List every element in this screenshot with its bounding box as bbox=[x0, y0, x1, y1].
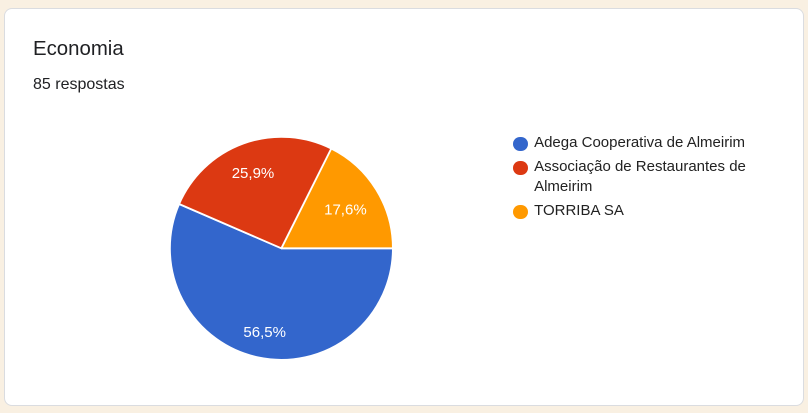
svg-text:56,5%: 56,5% bbox=[243, 324, 286, 341]
svg-text:25,9%: 25,9% bbox=[232, 165, 275, 182]
svg-text:17,6%: 17,6% bbox=[324, 202, 367, 219]
